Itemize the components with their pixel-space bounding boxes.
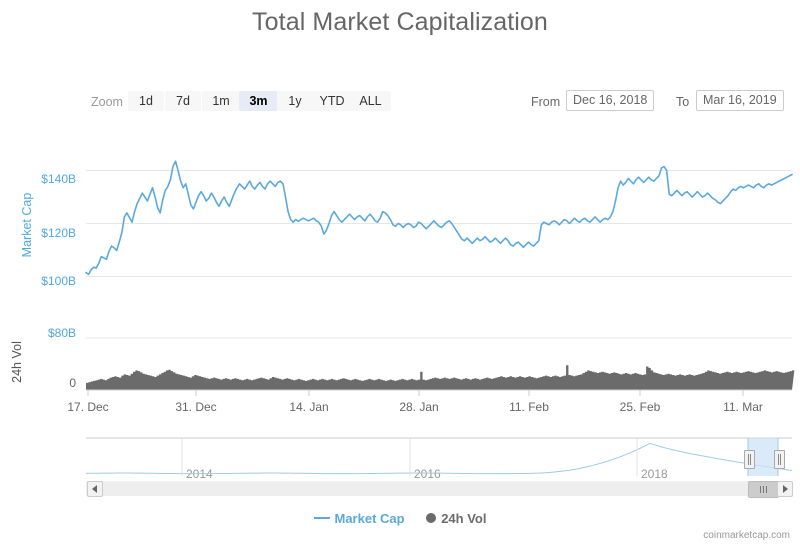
x-tick-0: 17. Dec — [67, 400, 109, 414]
nav-tick-2018: 2018 — [641, 467, 668, 481]
x-tick-5: 25. Feb — [619, 400, 661, 414]
x-axis-tick-marks — [87, 390, 744, 396]
x-tick-4: 11. Feb — [509, 400, 549, 414]
gridlines-market-cap — [86, 170, 792, 277]
range-button-ytd[interactable]: YTD — [311, 91, 353, 111]
legend-label-volume: 24h Vol — [441, 510, 487, 526]
scroll-right-button[interactable] — [777, 481, 793, 497]
x-tick-6: 11. Mar — [723, 400, 763, 414]
y-tick-120b: $120B — [41, 226, 76, 240]
from-date-input[interactable]: Dec 16, 2018 — [566, 90, 655, 111]
from-label: From — [531, 95, 561, 109]
to-label: To — [676, 95, 690, 109]
nav-tick-2016: 2016 — [414, 467, 441, 481]
range-button-1d[interactable]: 1d — [128, 91, 164, 111]
x-tick-1: 31. Dec — [175, 400, 217, 414]
range-selector: Zoom 1d 7d 1m 3m 1y YTD ALL From Dec 16,… — [0, 90, 800, 118]
navigator-tick-marks — [181, 438, 638, 476]
navigator[interactable] — [85, 437, 793, 476]
navigator-handle-right-grip — [778, 454, 779, 465]
x-tick-3: 28. Jan — [399, 400, 439, 414]
market-cap-line-series — [85, 160, 793, 276]
legend-item-market-cap[interactable]: Market Cap — [313, 510, 405, 526]
scroll-left-button[interactable] — [87, 481, 103, 497]
navigator-handle-left[interactable] — [744, 450, 755, 469]
line-marker-icon — [313, 517, 330, 520]
scrollbar-thumb[interactable] — [748, 481, 779, 498]
y-tick-100b: $100B — [41, 274, 76, 288]
x-tick-2: 14. Jan — [289, 400, 329, 414]
chevron-left-icon — [92, 485, 97, 493]
credits-watermark: coinmarketcap.com — [703, 530, 790, 541]
range-button-1m[interactable]: 1m — [202, 91, 240, 111]
navigator-handle-left-grip — [748, 454, 749, 465]
navigator-handle-right[interactable] — [774, 450, 785, 469]
volume-area-series — [86, 365, 795, 390]
scrollbar-thumb-grip — [760, 486, 761, 493]
y-tick-vol-0: 0 — [69, 376, 76, 390]
zoom-label: Zoom — [91, 95, 123, 109]
range-button-all[interactable]: ALL — [350, 91, 391, 111]
dot-marker-icon — [426, 513, 437, 524]
chevron-right-icon — [783, 485, 788, 493]
legend-item-volume[interactable]: 24h Vol — [426, 510, 486, 526]
legend-label-market-cap: Market Cap — [334, 510, 405, 526]
page-title: Total Market Capitalization — [252, 8, 548, 36]
y-tick-vol-80b: $80B — [47, 326, 76, 340]
range-button-1y[interactable]: 1y — [277, 91, 313, 111]
navigator-series — [85, 442, 793, 475]
y-tick-140b: $140B — [41, 172, 76, 186]
to-date-input[interactable]: Mar 16, 2019 — [696, 90, 784, 111]
chart-legend: Market Cap 24h Vol — [0, 509, 800, 526]
range-button-3m[interactable]: 3m — [239, 91, 278, 111]
scrollbar-track[interactable] — [86, 481, 792, 496]
range-button-7d[interactable]: 7d — [165, 91, 201, 111]
